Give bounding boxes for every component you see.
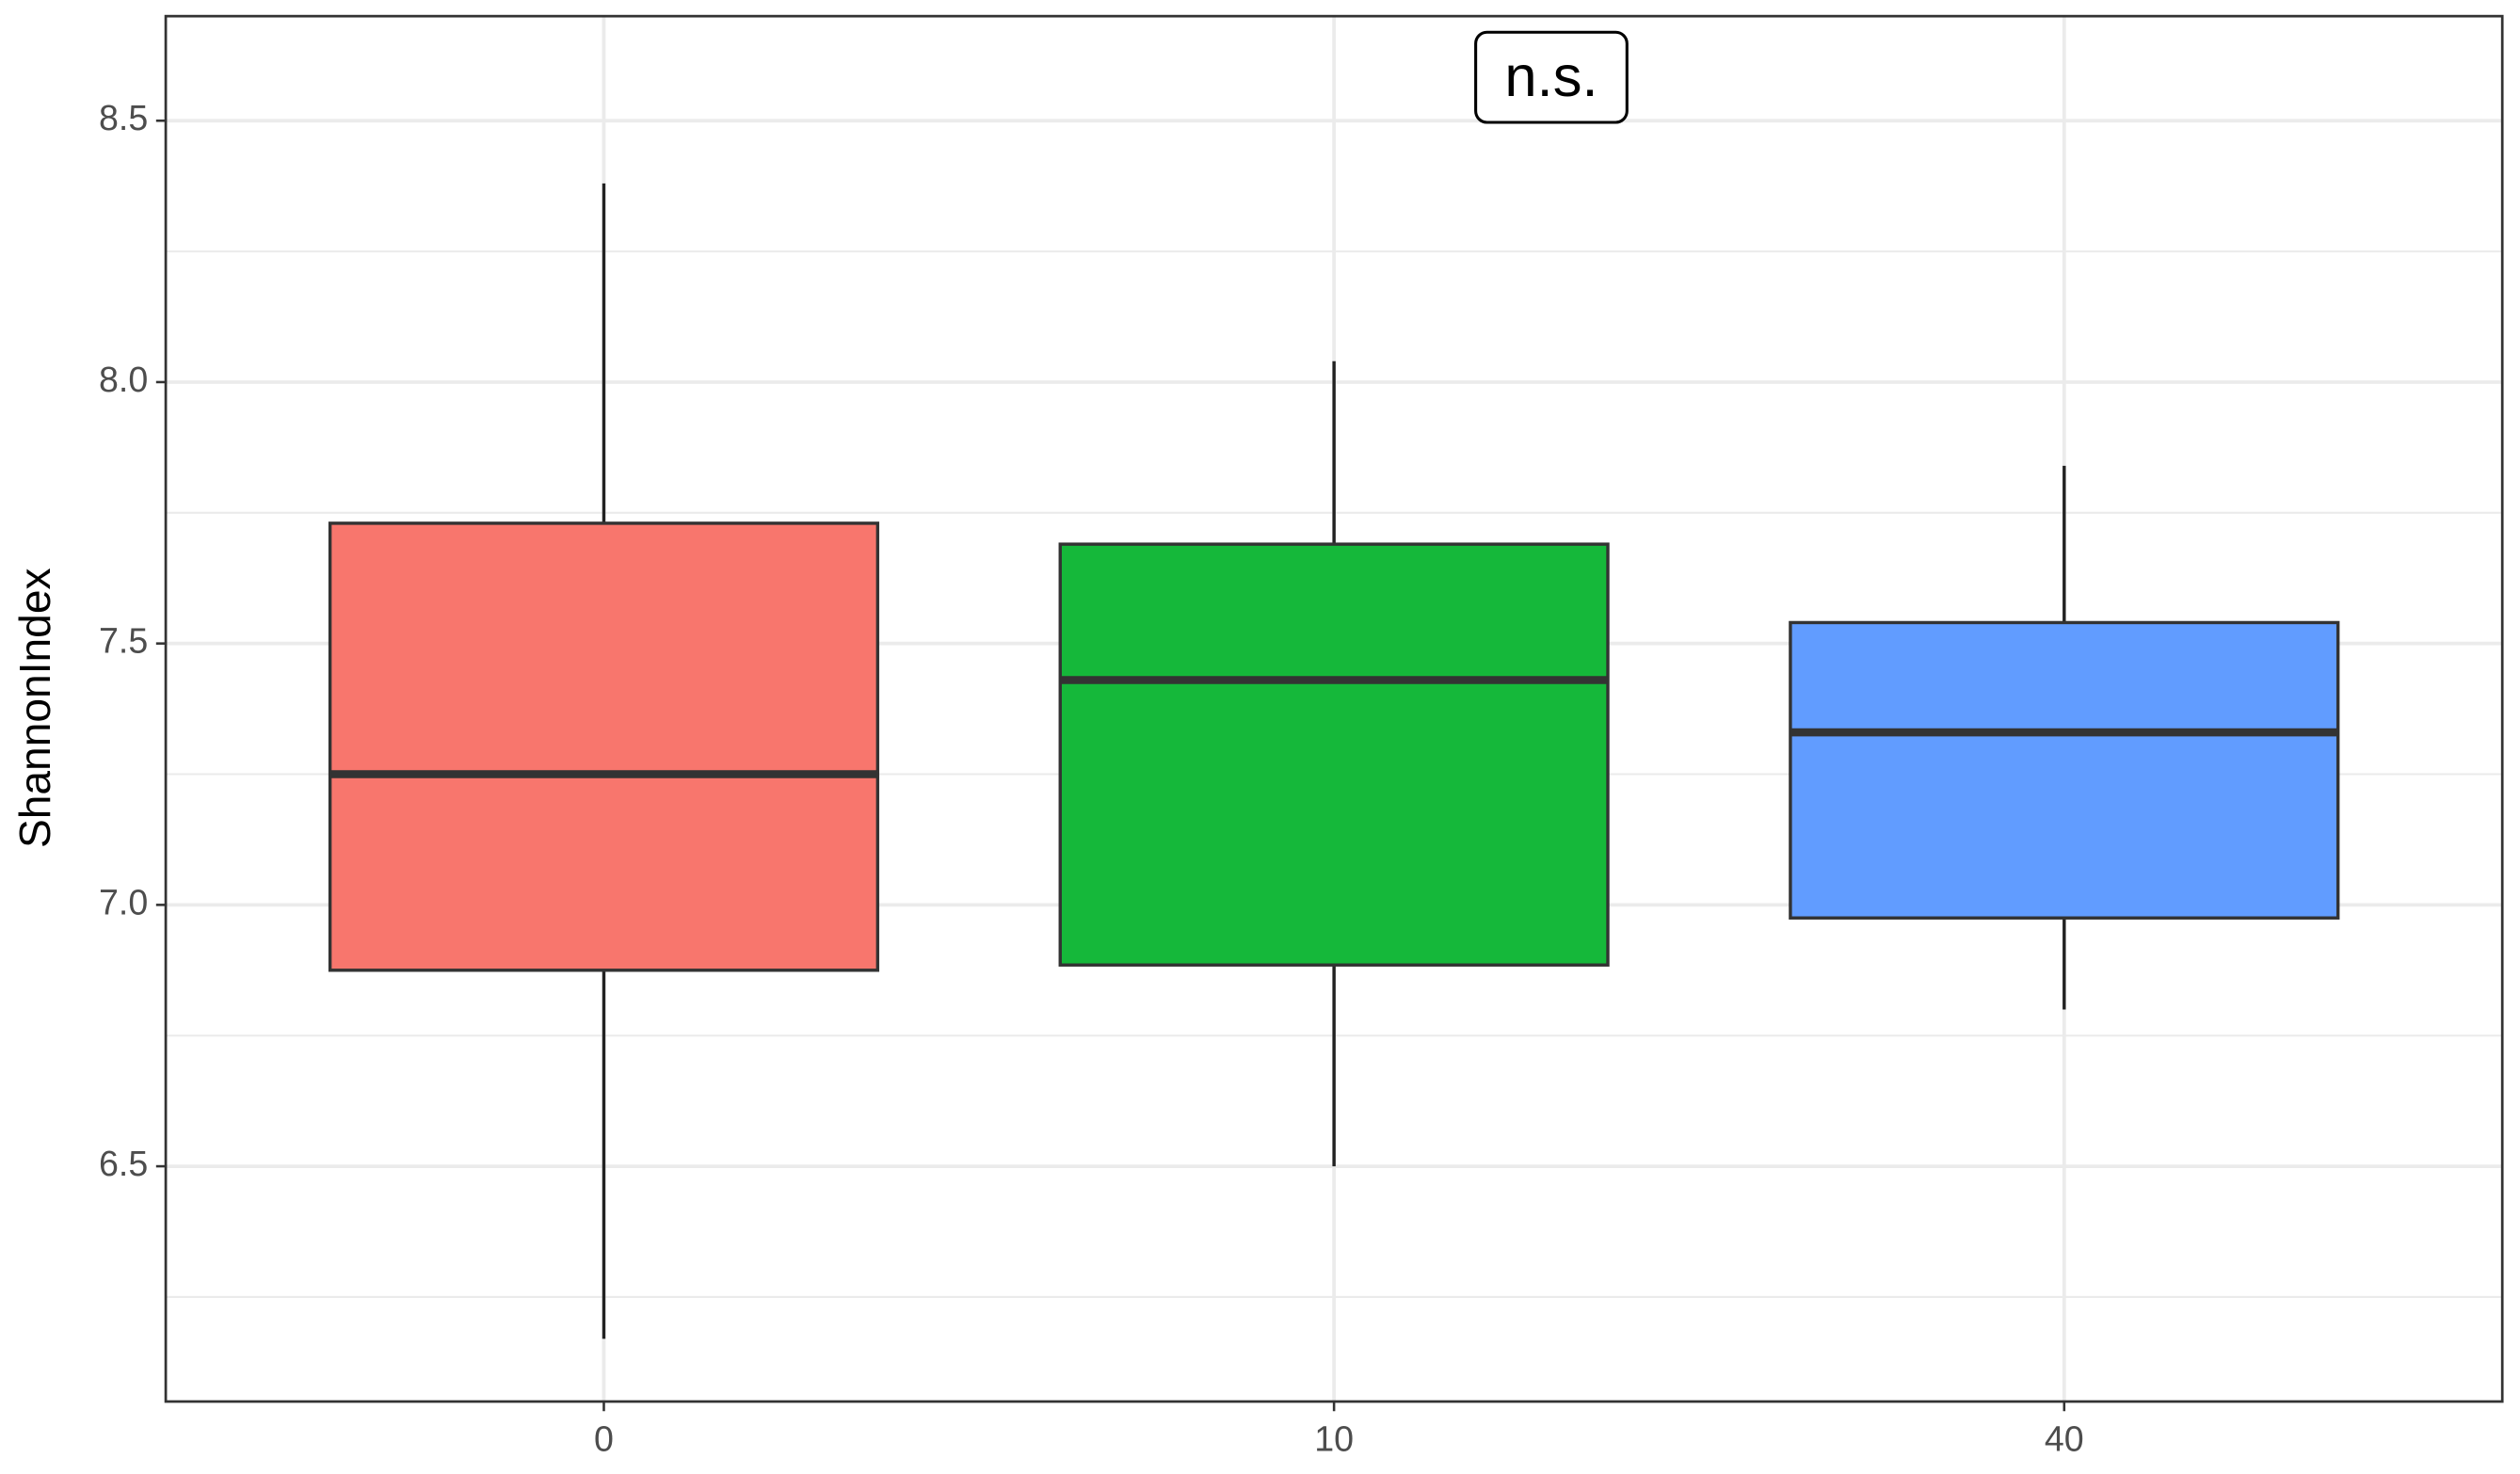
y-tick-label: 8.5 (99, 98, 148, 137)
box (328, 521, 880, 972)
box (1789, 620, 2340, 920)
y-tick-label: 6.5 (99, 1144, 148, 1183)
x-tick-label: 40 (2045, 1419, 2084, 1459)
annotation: n.s. (1504, 44, 1597, 109)
x-tick-label: 10 (1314, 1419, 1354, 1459)
panel-border (164, 14, 2504, 1403)
box-group (328, 183, 880, 1339)
box-group (1789, 465, 2340, 1010)
y-tick-label: 8.0 (99, 360, 148, 399)
y-tick-label: 7.5 (99, 621, 148, 661)
y-tick-label: 7.0 (99, 882, 148, 921)
x-tick-label: 0 (594, 1419, 614, 1459)
y-axis-title: ShannonIndex (10, 568, 59, 848)
annotation-box (1474, 30, 1629, 124)
box (1058, 542, 1610, 967)
box-group (1058, 360, 1610, 1167)
